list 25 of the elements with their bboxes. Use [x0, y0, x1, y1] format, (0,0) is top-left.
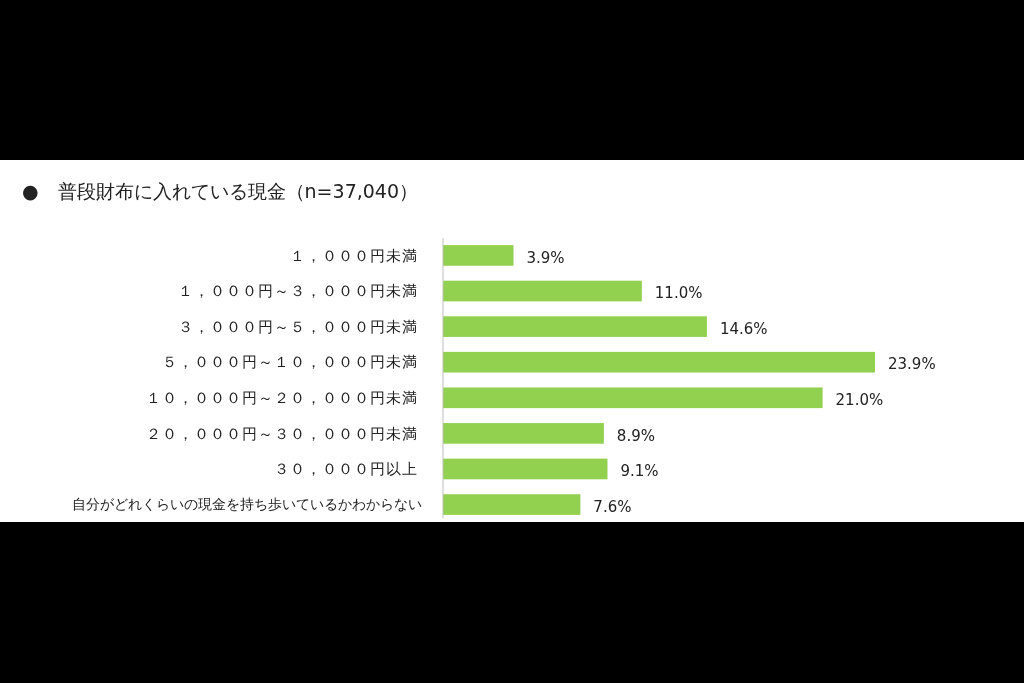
bar — [443, 423, 604, 444]
data-label: 7.6% — [593, 497, 632, 516]
bar — [443, 316, 707, 337]
y-tick-label: ５，０００円～１０，０００円未満 — [162, 353, 418, 372]
text: ● 普段財布に入れている現金（n=37,040） — [22, 180, 419, 202]
data-label: 21.0% — [835, 391, 884, 410]
data-label: 14.6% — [719, 319, 768, 338]
y-tick-label: 自分がどれくらいの現金を持ち歩いているかわからない — [72, 496, 422, 513]
bar — [443, 387, 823, 409]
bar — [443, 458, 608, 480]
y-tick-label: ３０，０００円以上 — [274, 460, 418, 479]
data-label: 23.9% — [888, 355, 936, 374]
y-tick-label: １０，０００円～２０，０００円未満 — [146, 389, 418, 408]
bar — [443, 280, 642, 302]
bar — [443, 494, 581, 515]
y-tick-label: １，０００円未満 — [290, 246, 418, 265]
y-tick-label: ３，０００円～５，０００円未満 — [178, 317, 418, 336]
y-tick-label: ２０，０００円～３０，０００円未満 — [146, 424, 418, 443]
data-label: 9.1% — [620, 462, 659, 481]
y-tick-label: １，０００円～３，０００円未満 — [178, 282, 418, 301]
bar — [443, 351, 875, 373]
data-label: 11.0% — [654, 284, 703, 303]
data-label: 3.9% — [526, 248, 565, 267]
bar — [443, 245, 514, 266]
data-label: 8.9% — [616, 426, 655, 445]
